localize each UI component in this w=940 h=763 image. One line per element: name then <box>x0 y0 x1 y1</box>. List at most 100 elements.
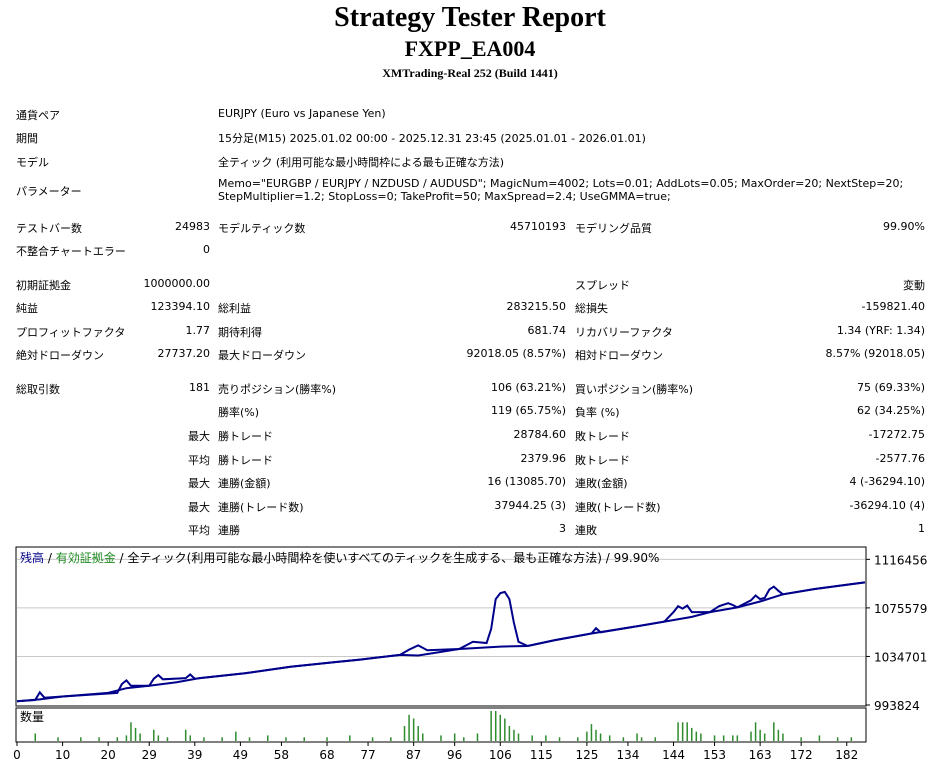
consec-loss-trades-label: 連敗(トレード数) <box>575 501 661 514</box>
avg-loss-value: -2577.76 <box>875 452 925 465</box>
x-tick-label: 125 <box>575 748 598 762</box>
legend-rest: / 全ティック(利用可能な最小時間枠を使いすべてのティックを生成する、最も正確な… <box>116 550 660 565</box>
pf-label: プロフィットファクタ <box>16 326 126 339</box>
max-label-1: 最大 <box>188 430 210 443</box>
x-tick-label: 144 <box>662 748 685 762</box>
mismatch-value: 0 <box>203 243 210 256</box>
max-win-label: 勝トレード <box>218 430 273 443</box>
ticks-label: モデルティック数 <box>218 222 306 235</box>
x-tick-label: 106 <box>489 748 512 762</box>
lossrate-label: 負率 (%) <box>575 406 620 419</box>
net-value: 123394.10 <box>150 300 211 313</box>
gross-loss-value: -159821.40 <box>861 300 925 313</box>
x-tick-label: 134 <box>616 748 639 762</box>
equity-spike-line <box>16 581 866 703</box>
deposit-label: 初期証拠金 <box>16 279 71 292</box>
x-tick-label: 49 <box>233 748 248 762</box>
symbol-value: EURJPY (Euro vs Japanese Yen) <box>218 107 386 120</box>
rel-dd-value: 8.57% (92018.05) <box>825 347 925 360</box>
balance-chart: 1116456 1075579 1034701 993824 0 10 20 29 39 49 5… <box>13 546 927 762</box>
consec-win-trades-label: 連勝(トレード数) <box>218 501 304 514</box>
symbol-label: 通貨ペア <box>16 109 60 122</box>
consec-win-money-value: 16 (13085.70) <box>487 475 566 488</box>
gross-profit-value: 283215.50 <box>506 300 567 313</box>
long-label: 買いポジション(勝率%) <box>575 383 694 396</box>
volume-bars <box>34 711 853 741</box>
deposit-value: 1000000.00 <box>143 277 210 290</box>
volume-label: 数量 <box>20 709 44 724</box>
x-tick-label: 87 <box>406 748 421 762</box>
short-label: 売りポジション(勝率%) <box>218 383 337 396</box>
model-label: モデル <box>16 156 49 169</box>
expected-label: 期待利得 <box>218 326 262 339</box>
consec-loss-money-label: 連敗(金額) <box>575 477 628 490</box>
recovery-label: リカバリーファクタ <box>575 326 673 339</box>
y-axis: 1116456 1075579 1034701 993824 <box>866 553 927 713</box>
gross-loss-label: 総損失 <box>575 302 608 315</box>
main-plot-frame <box>15 546 867 707</box>
legend-sep: / <box>44 551 56 565</box>
x-tick-label: 172 <box>790 748 813 762</box>
x-tick-label: 163 <box>749 748 772 762</box>
x-tick-label: 58 <box>274 748 289 762</box>
consec-loss-trades-value: -36294.10 (4) <box>849 499 925 512</box>
max-win-value: 28784.60 <box>513 428 567 441</box>
expected-value: 681.74 <box>527 324 567 337</box>
total-trades-value: 181 <box>189 381 210 394</box>
winrate-value: 119 (65.75%) <box>490 404 566 417</box>
avg-label-1: 平均 <box>188 454 210 467</box>
y-tick-label: 993824 <box>874 699 920 713</box>
model-value: 全ティック (利用可能な最小時間枠による最も正確な方法) <box>218 156 505 169</box>
consec-loss-money-value: 4 (-36294.10) <box>849 475 925 488</box>
avg-win-value: 2379.96 <box>520 452 567 465</box>
gross-profit-label: 総利益 <box>218 302 251 315</box>
x-tick-label: 39 <box>187 748 202 762</box>
abs-dd-label: 絶対ドローダウン <box>16 349 104 362</box>
max-dd-value: 92018.05 (8.57%) <box>466 347 566 360</box>
quality-value: 99.90% <box>883 220 925 233</box>
max-dd-label: 最大ドローダウン <box>218 349 306 362</box>
chart-grid <box>17 558 865 657</box>
pf-value: 1.77 <box>185 324 211 337</box>
short-value: 106 (63.21%) <box>490 381 566 394</box>
consec-win-trades-value: 37944.25 (3) <box>494 499 566 512</box>
x-tick-label: 182 <box>835 748 858 762</box>
total-trades-label: 総取引数 <box>16 383 60 396</box>
report-title: Strategy Tester Report <box>334 2 606 33</box>
ea-name: FXPP_EA004 <box>404 36 536 61</box>
avg-win-label: 勝トレード <box>218 454 273 467</box>
consec-win-label: 連勝 <box>218 524 240 537</box>
y-tick-label: 1116456 <box>874 553 927 567</box>
x-tick-label: 29 <box>142 748 157 762</box>
consec-loss-value: 1 <box>918 522 925 535</box>
params-line-2: StepMultiplier=1.2; StopLoss=0; TakeProf… <box>218 190 671 203</box>
x-axis: 0 10 20 29 39 49 58 68 77 87 96 106 115 125 134 144 153 1… <box>13 742 858 762</box>
period-value: 15分足(M15) 2025.01.02 00:00 - 2025.12.31 … <box>218 132 646 145</box>
server-name: XMTrading-Real 252 (Build 1441) <box>382 66 558 80</box>
x-tick-label: 10 <box>55 748 70 762</box>
x-tick-label: 0 <box>13 748 21 762</box>
legend-balance: 残高 <box>20 550 44 565</box>
consec-loss-label: 連敗 <box>575 524 597 537</box>
y-tick-label: 1075579 <box>874 602 927 616</box>
spread-label: スプレッド <box>575 279 630 292</box>
max-label-3: 最大 <box>188 501 210 514</box>
period-label: 期間 <box>16 132 38 145</box>
consec-win-money-label: 連勝(金額) <box>218 477 271 490</box>
lossrate-value: 62 (34.25%) <box>856 404 925 417</box>
consec-win-value: 3 <box>559 522 566 535</box>
x-tick-label: 20 <box>101 748 116 762</box>
params-label: パラメーター <box>16 185 82 198</box>
spread-value: 変動 <box>903 279 925 292</box>
net-label: 純益 <box>16 302 38 315</box>
ticks-value: 45710193 <box>510 220 566 233</box>
x-tick-label: 153 <box>703 748 726 762</box>
x-tick-label: 96 <box>447 748 462 762</box>
y-tick-label: 1034701 <box>874 650 927 664</box>
mismatch-label: 不整合チャートエラー <box>16 245 126 258</box>
x-tick-label: 68 <box>319 748 334 762</box>
legend-equity: 有効証拠金 <box>56 550 116 565</box>
max-label-2: 最大 <box>188 477 210 490</box>
avg-loss-label: 敗トレード <box>575 454 630 467</box>
winrate-label: 勝率(%) <box>218 406 260 419</box>
